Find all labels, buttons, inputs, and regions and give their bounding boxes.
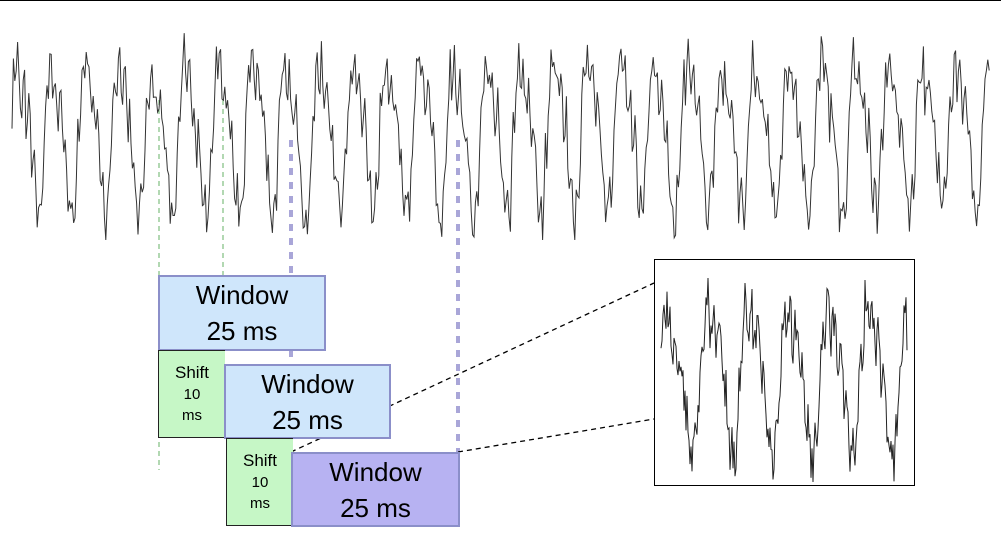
shift-1-label: Shift [174,363,210,382]
window-1-duration: 25 ms [206,316,278,346]
shift-1-unit: ms [182,407,202,424]
shift-2-value: 10 [251,474,269,491]
window-box-3-highlighted: Window 25 ms [291,452,460,527]
speech-waveform [11,33,990,241]
zoomed-waveform [660,277,908,483]
window-1-label: Window [195,280,289,310]
shift-2-label: Shift [242,451,278,470]
window-3-label: Window [329,456,422,487]
zoom-connector-bottom [457,418,655,453]
shift-box-2: Shift 10 ms [226,438,293,526]
window-box-1: Window 25 ms [158,275,326,351]
window-2-duration: 25 ms [272,404,343,435]
window-3-duration: 25 ms [340,492,411,523]
window-2-label: Window [261,368,354,399]
window-box-2: Window 25 ms [224,364,391,439]
zoomed-waveform-canvas [660,277,908,483]
zoomed-frame-box [654,259,915,486]
shift-2-unit: ms [250,495,270,512]
shift-1-value: 10 [183,386,201,403]
shift-box-1: Shift 10 ms [158,350,225,438]
